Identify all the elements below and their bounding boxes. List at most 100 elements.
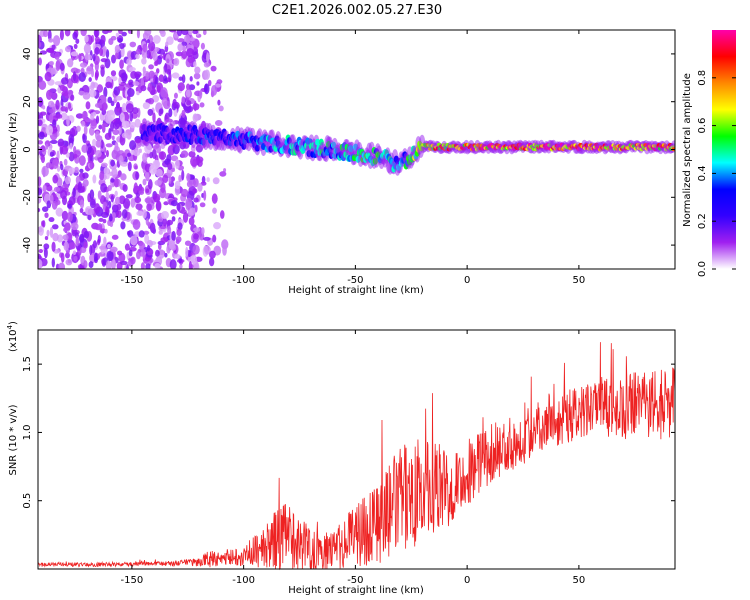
colorbar: 0.0 0.2 0.4 0.6 0.8 Normalized spectral ampl… — [682, 30, 736, 277]
heatmap-noise-cell — [222, 245, 227, 256]
heatmap-noise-cell — [105, 143, 113, 148]
heatmap-noise-cell — [148, 41, 156, 52]
heatmap-noise-cell — [134, 196, 142, 204]
heatmap-y-tick-label: 40 — [22, 48, 33, 61]
heatmap-noise-cell — [83, 125, 88, 136]
heatmap-noise-cell — [218, 105, 224, 112]
heatmap-noise-cell — [81, 144, 88, 153]
heatmap-noise-cell — [154, 179, 162, 186]
heatmap-noise-cell — [95, 115, 100, 124]
heatmap-x-tick-label: 50 — [573, 275, 586, 286]
heatmap-noise-cell — [182, 45, 187, 52]
heatmap-noise-cell — [121, 102, 127, 113]
heatmap-noise-cell — [120, 161, 129, 167]
heatmap-noise-cell — [106, 250, 114, 262]
heatmap-noise-cell — [192, 244, 200, 255]
heatmap-noise-cell — [181, 169, 185, 181]
heatmap-noise-cell — [168, 108, 173, 118]
heatmap-noise-cell — [129, 140, 137, 151]
heatmap-y-tick-label: -40 — [22, 237, 33, 253]
heatmap-noise-cell — [60, 163, 64, 171]
heatmap-noise-cell — [186, 180, 193, 188]
heatmap-noise-cell — [68, 196, 76, 206]
heatmap-noise-cell — [67, 211, 73, 222]
heatmap-noise-cell — [211, 85, 218, 96]
heatmap-noise-cell — [89, 245, 93, 256]
heatmap-noise-cell — [69, 142, 73, 150]
heatmap-noise-cell — [146, 39, 150, 44]
heatmap-noise-cell — [185, 89, 191, 98]
heatmap-noise-cell — [176, 30, 183, 37]
heatmap-noise-cell — [216, 79, 223, 85]
heatmap-noise-cell — [89, 161, 94, 169]
heatmap-noise-cell — [118, 43, 125, 49]
heatmap-noise-cell — [126, 95, 131, 101]
heatmap-noise-cell — [142, 209, 147, 219]
heatmap-noise-cell — [43, 30, 49, 38]
heatmap-noise-cell — [113, 177, 119, 188]
heatmap-noise-cell — [185, 83, 191, 91]
heatmap-noise-cell — [177, 222, 183, 231]
heatmap-noise-cell — [134, 231, 141, 238]
heatmap-noise-cell — [111, 234, 119, 240]
heatmap-noise-cell — [99, 228, 106, 234]
heatmap-noise-cell — [78, 72, 86, 82]
heatmap-noise-cell — [70, 94, 75, 101]
heatmap-noise-cell — [115, 32, 120, 37]
heatmap-noise-cell — [179, 264, 183, 269]
heatmap-noise-cell — [203, 245, 211, 255]
colorbar-gradient — [712, 30, 736, 269]
heatmap-noise-cell — [192, 113, 199, 123]
heatmap-noise-cell — [175, 159, 180, 170]
heatmap-noise-cell — [121, 72, 128, 84]
heatmap-noise-cell — [38, 187, 43, 196]
heatmap-noise-cell — [51, 241, 56, 252]
heatmap-noise-cell — [54, 52, 60, 60]
heatmap-noise-cell — [103, 86, 108, 98]
heatmap-noise-cell — [79, 233, 85, 243]
heatmap-noise-cell — [47, 30, 52, 41]
heatmap-x-tick-label: -100 — [232, 275, 255, 286]
heatmap-noise-cell — [64, 106, 69, 113]
heatmap-noise-cell — [135, 139, 141, 144]
heatmap-noise-cell — [98, 217, 104, 222]
heatmap-noise-cell — [100, 211, 109, 219]
heatmap-noise-cell — [149, 151, 154, 159]
heatmap-noise-cell — [113, 120, 120, 130]
heatmap-noise-cell — [99, 170, 105, 181]
heatmap-noise-cell — [134, 118, 141, 128]
heatmap-noise-cell — [121, 120, 130, 129]
heatmap-noise-cell — [45, 162, 53, 169]
heatmap-noise-cell — [89, 198, 96, 209]
heatmap-noise-cell — [145, 218, 149, 226]
spectrogram-panel: -150 -100 -50 0 50 -40 -20 0 20 40 Height of str… — [8, 29, 676, 296]
heatmap-noise-cell — [83, 260, 88, 269]
heatmap-noise-cell — [130, 70, 138, 79]
heatmap-noise-cell — [101, 102, 108, 111]
heatmap-noise-cell — [48, 60, 55, 66]
heatmap-noise-cell — [83, 230, 90, 239]
heatmap-noise-cell — [92, 174, 97, 184]
heatmap-noise-cell — [117, 37, 123, 43]
heatmap-noise-cell — [100, 58, 108, 63]
heatmap-noise-cell — [42, 220, 46, 228]
heatmap-noise-cell — [174, 254, 181, 260]
heatmap-noise-cell — [142, 43, 148, 53]
heatmap-noise-cell — [77, 181, 83, 191]
heatmap-noise-cell — [185, 201, 191, 211]
heatmap-noise-cell — [79, 62, 88, 68]
heatmap-noise-cell — [43, 243, 50, 250]
heatmap-y-tick-label: 20 — [22, 95, 33, 108]
heatmap-noise-cell — [111, 135, 115, 141]
heatmap-noise-cell — [100, 162, 108, 168]
heatmap-noise-cell — [199, 102, 205, 108]
snr-y-tick-label: 1.0 — [22, 424, 33, 440]
heatmap-noise-cell — [121, 31, 127, 37]
heatmap-noise-cell — [49, 113, 54, 124]
heatmap-noise-cell — [63, 241, 69, 251]
heatmap-noise-cell — [127, 230, 134, 238]
heatmap-noise-cell — [126, 58, 132, 66]
heatmap-noise-cell — [161, 97, 168, 107]
heatmap-noise-cell — [105, 81, 113, 89]
